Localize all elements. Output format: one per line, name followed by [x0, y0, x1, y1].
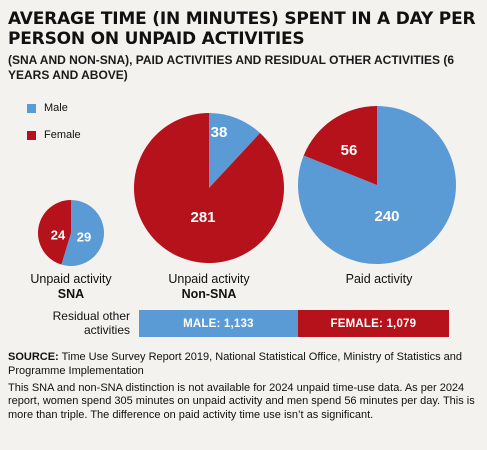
- pie-paid-female-slice: [303, 106, 377, 185]
- residual-bar-male: MALE: 1,133: [139, 310, 298, 337]
- pie-paid-female-value: 56: [341, 142, 358, 159]
- residual-bar: MALE: 1,133 FEMALE: 1,079: [139, 310, 449, 337]
- residual-female-value: 1,079: [386, 317, 417, 330]
- legend-label-male: Male: [44, 102, 68, 114]
- chart-subtitle: (SNA AND NON-SNA), PAID ACTIVITIES AND R…: [8, 53, 455, 82]
- pie-nonsna-female-slice: [134, 113, 284, 263]
- pie-label-sna: Unpaid activity SNA: [12, 272, 130, 302]
- source-text: Time Use Survey Report 2019, National St…: [8, 351, 463, 377]
- chart-title: AVERAGE TIME (IN MINUTES) SPENT IN A DAY…: [8, 9, 476, 49]
- residual-male-value: 1,133: [223, 317, 254, 330]
- residual-label: Residual other activities: [52, 309, 130, 337]
- residual-male-key: MALE: [183, 317, 217, 330]
- pie-nonsna-male-slice: [209, 113, 261, 188]
- pie-label-sna-title: Unpaid activity: [30, 272, 112, 286]
- legend-label-female: Female: [44, 129, 81, 141]
- pie-sna-female-value: 24: [51, 227, 66, 242]
- pie-label-nonsna-sub: Non-SNA: [181, 287, 237, 301]
- source-label: SOURCE:: [8, 351, 59, 363]
- footnote: This SNA and non-SNA distinction is not …: [8, 382, 475, 421]
- residual-female-key: FEMALE: [330, 317, 380, 330]
- legend-swatch-female: [27, 130, 36, 140]
- pie-sna-male-value: 29: [77, 229, 91, 244]
- pie-label-nonsna: Unpaid activity Non-SNA: [150, 272, 268, 302]
- pie-label-paid: Paid activity: [320, 272, 438, 287]
- pie-label-sna-sub: SNA: [57, 287, 85, 301]
- pie-nonsna-male-value: 38: [211, 124, 228, 141]
- pie-paid-male-value: 240: [374, 208, 399, 225]
- pie-label-nonsna-title: Unpaid activity: [168, 272, 250, 286]
- residual-bar-female: FEMALE: 1,079: [297, 310, 449, 337]
- legend-swatch-male: [27, 103, 36, 113]
- legend: Male Female: [27, 101, 81, 155]
- legend-item-male: Male: [27, 101, 81, 115]
- pie-sna-female-slice: [38, 200, 71, 265]
- pie-label-paid-title: Paid activity: [345, 272, 413, 286]
- source-credit: SOURCE: Time Use Survey Report 2019, Nat…: [8, 350, 478, 378]
- legend-item-female: Female: [27, 128, 81, 142]
- pie-nonsna-female-value: 281: [190, 209, 215, 226]
- pie-sna-male-slice: [61, 200, 105, 266]
